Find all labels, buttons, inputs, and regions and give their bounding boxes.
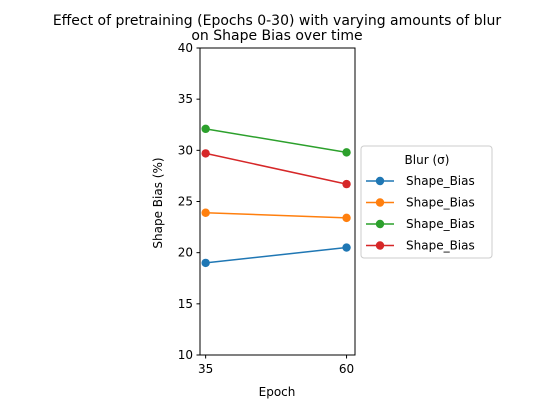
y-tick-label-1: 15: [178, 297, 193, 311]
plot-axes: 10 15 20 25 30 35 40 35 60: [178, 41, 356, 376]
legend-marker-0: [375, 176, 385, 186]
legend: Blur (σ) Shape_Bias Shape_Bias Shape_Bias S…: [360, 145, 493, 259]
data-point-2-1: [342, 148, 351, 157]
data-point-0-1: [342, 243, 351, 252]
plot-marks: [201, 124, 351, 268]
legend-entry-3: Shape_Bias: [406, 239, 475, 253]
legend-marker-1: [375, 198, 385, 207]
x-tick-label-0: 35: [198, 362, 213, 376]
legend-entry-1: Shape_Bias: [406, 196, 475, 210]
legend-title: Blur (σ): [405, 153, 450, 167]
y-tick-label-4: 30: [178, 143, 193, 157]
series-line-2: [205, 128, 347, 154]
y-tick-label-0: 10: [178, 348, 193, 362]
series-line-1: [205, 212, 347, 219]
chart-title-line-1: Effect of pretraining (Epochs 0-30) with…: [53, 13, 502, 29]
legend-frame: [360, 145, 493, 259]
legend-marker-2: [375, 219, 385, 229]
y-tick-label-6: 40: [178, 41, 193, 55]
data-point-1-1: [342, 213, 351, 223]
plot-frame: [199, 47, 356, 356]
legend-entry-2: Shape_Bias: [406, 217, 475, 231]
data-point-0-0: [201, 258, 210, 268]
x-tick-label-1: 60: [339, 362, 354, 376]
y-axis-label: Shape Bias (%): [151, 157, 165, 248]
data-point-3-1: [342, 179, 351, 189]
data-point-1-0: [201, 208, 210, 217]
chart-title-line-2: on Shape Bias over time: [191, 28, 362, 44]
x-axis-label: Epoch: [259, 385, 296, 399]
legend-entry-0: Shape_Bias: [406, 174, 475, 188]
y-tick-label-3: 25: [178, 195, 193, 209]
legend-marker-3: [375, 241, 385, 250]
series-line-3: [205, 152, 347, 185]
data-point-3-0: [201, 149, 210, 158]
y-tick-label-5: 35: [178, 92, 193, 106]
series-line-0: [205, 246, 347, 264]
data-point-2-0: [201, 124, 210, 134]
y-tick-label-2: 20: [178, 246, 193, 260]
